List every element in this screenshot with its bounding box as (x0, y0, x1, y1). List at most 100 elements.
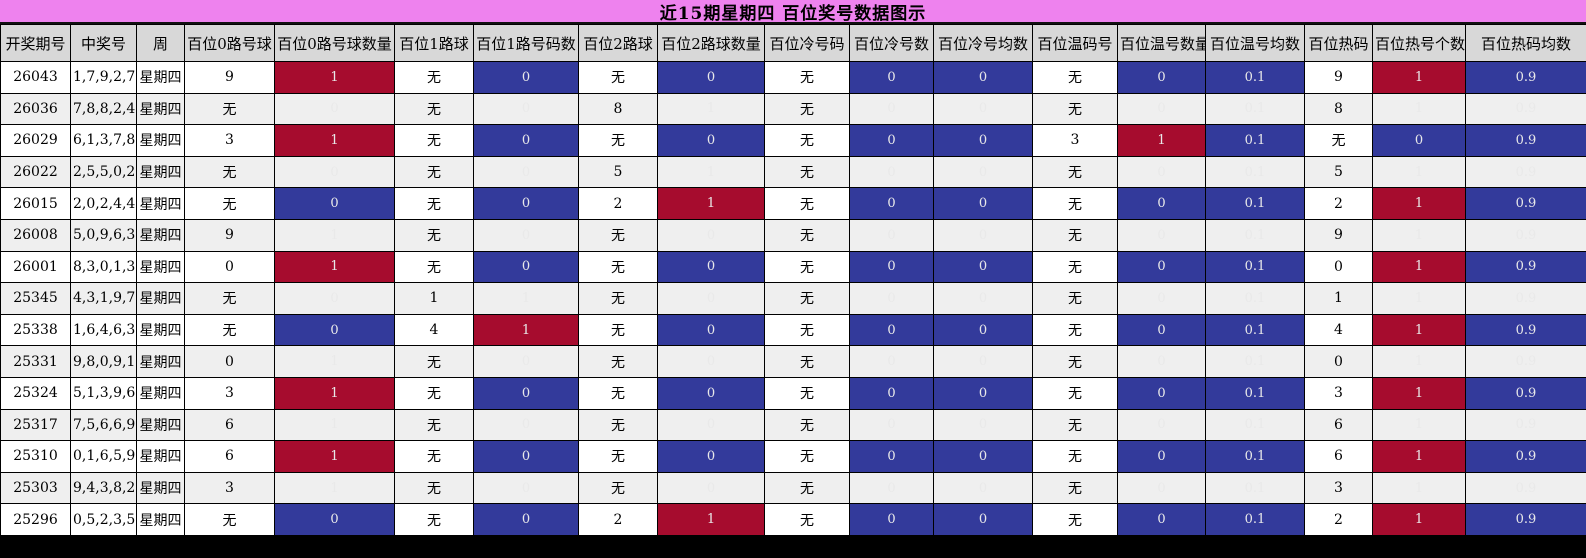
column-header: 开奖期号 (0, 24, 71, 62)
table-cell: 1 (274, 345, 395, 378)
column-header: 百位热码均数 (1465, 24, 1586, 62)
table-cell: 无 (1032, 250, 1118, 284)
column-header: 百位冷号码 (764, 24, 850, 62)
table-cell: 0 (1117, 282, 1206, 315)
table-cell: 星期四 (136, 440, 185, 473)
table-cell: 无 (578, 408, 658, 442)
table-cell: 0.9 (1465, 92, 1586, 126)
table-cell: 0.9 (1465, 282, 1586, 315)
table-cell: 无 (394, 92, 474, 126)
table-cell: 无 (578, 218, 658, 252)
table-cell: 无 (184, 282, 275, 315)
table-cell: 1 (657, 187, 765, 220)
table-cell: 0.1 (1205, 218, 1305, 252)
table-cell: 0 (849, 345, 934, 378)
table-cell: 3 (1304, 376, 1373, 410)
table-cell: 星期四 (136, 218, 185, 252)
table-cell: 无 (1032, 440, 1118, 473)
table-cell: 26001 (0, 250, 71, 284)
table-cell: 无 (764, 440, 850, 473)
table-cell: 0 (1117, 187, 1206, 220)
table-cell: 0 (933, 313, 1033, 347)
table-cell: 星期四 (136, 408, 185, 442)
table-cell: 3 (1032, 124, 1118, 157)
table-cell: 无 (394, 503, 474, 536)
table-cell: 1 (274, 376, 395, 410)
table-cell: 无 (1032, 61, 1118, 94)
table-cell: 星期四 (136, 471, 185, 505)
table-cell: 0.9 (1465, 345, 1586, 378)
table-cell: 0,5,2,3,5 (70, 503, 137, 536)
table-cell: 无 (578, 345, 658, 378)
table-row: 26036 7,8,8,2,4 星期四无 0 无 0 8 1 无 0 0 无 0 0.1 8 1 0.9 (0, 92, 1586, 126)
table-row: 25338 1,6,4,6,3 星期四无 0 4 1 无 0 无 0 0 无 0 0.1 4 1 0.9 (0, 313, 1586, 347)
table-cell: 1 (274, 440, 395, 473)
table-cell: 8 (578, 92, 658, 126)
table-cell: 2 (1304, 503, 1373, 536)
table-cell: 0 (933, 440, 1033, 473)
table-cell: 0 (849, 376, 934, 410)
table-cell: 无 (394, 376, 474, 410)
table-cell: 1 (1372, 155, 1466, 189)
table-cell: 4 (1304, 313, 1373, 347)
table-cell: 0 (473, 376, 579, 410)
table-cell: 3 (184, 471, 275, 505)
column-header: 百位0路号球 (184, 24, 275, 62)
table-cell: 1 (1304, 282, 1373, 315)
table-cell: 无 (764, 471, 850, 505)
table-cell: 0.9 (1465, 440, 1586, 473)
table-cell: 0 (657, 61, 765, 94)
table-cell: 26043 (0, 61, 71, 94)
table-cell: 4,3,1,9,7 (70, 282, 137, 315)
table-cell: 0 (473, 155, 579, 189)
table-cell: 5 (578, 155, 658, 189)
table-cell: 0 (473, 61, 579, 94)
table-cell: 25310 (0, 440, 71, 473)
table-cell: 0.9 (1465, 376, 1586, 410)
table-cell: 1 (1372, 218, 1466, 252)
table-cell: 无 (764, 155, 850, 189)
table-cell: 1 (1372, 282, 1466, 315)
table-cell: 9,8,0,9,1 (70, 345, 137, 378)
table-cell: 5,1,3,9,6 (70, 376, 137, 410)
table-cell: 无 (394, 250, 474, 284)
table-row: 26029 6,1,3,7,8 星期四 3 1 无 0 无 0 无 0 0 3 1 0.1 无 0 0.9 (0, 124, 1586, 157)
column-header: 百位温号均数 (1205, 24, 1305, 62)
table-cell: 3 (184, 124, 275, 157)
table-cell: 1 (1372, 376, 1466, 410)
table-cell: 0 (473, 471, 579, 505)
table-row: 25317 7,5,6,6,9 星期四 6 1 无 0 无 0 无 0 0 无 0 0.1 6 1 0.9 (0, 408, 1586, 442)
table-cell: 0.1 (1205, 376, 1305, 410)
table-cell: 无 (394, 187, 474, 220)
table-cell: 0 (933, 155, 1033, 189)
table-cell: 无 (394, 155, 474, 189)
table-cell: 星期四 (136, 92, 185, 126)
table-cell: 无 (764, 218, 850, 252)
table-cell: 无 (578, 61, 658, 94)
table-cell: 0 (657, 345, 765, 378)
column-header: 百位热码 (1304, 24, 1373, 62)
table-row: 26043 1,7,9,2,7 星期四 9 1 无 0 无 0 无 0 0 无 0 0.1 9 1 0.9 (0, 61, 1586, 94)
table-row: 25310 0,1,6,5,9 星期四 6 1 无 0 无 0 无 0 0 无 0 0.1 6 1 0.9 (0, 440, 1586, 473)
table-cell: 0.1 (1205, 345, 1305, 378)
table-cell: 0 (473, 124, 579, 157)
table-cell: 无 (1032, 313, 1118, 347)
table-cell: 0 (849, 503, 934, 536)
table-cell: 0,1,6,5,9 (70, 440, 137, 473)
table-cell: 0 (849, 440, 934, 473)
table-cell: 0 (274, 187, 395, 220)
table-cell: 0 (933, 61, 1033, 94)
table-cell: 无 (764, 282, 850, 315)
table-cell: 1 (1372, 503, 1466, 536)
table-cell: 无 (184, 187, 275, 220)
table-cell: 9 (184, 218, 275, 252)
table-cell: 无 (1032, 376, 1118, 410)
table-cell: 6 (184, 408, 275, 442)
table-cell: 0 (274, 313, 395, 347)
column-header: 中奖号 (70, 24, 137, 62)
table-cell: 0 (473, 503, 579, 536)
table-cell: 0 (849, 471, 934, 505)
table-cell: 0.1 (1205, 313, 1305, 347)
table-cell: 星期四 (136, 61, 185, 94)
table-cell: 无 (1032, 187, 1118, 220)
